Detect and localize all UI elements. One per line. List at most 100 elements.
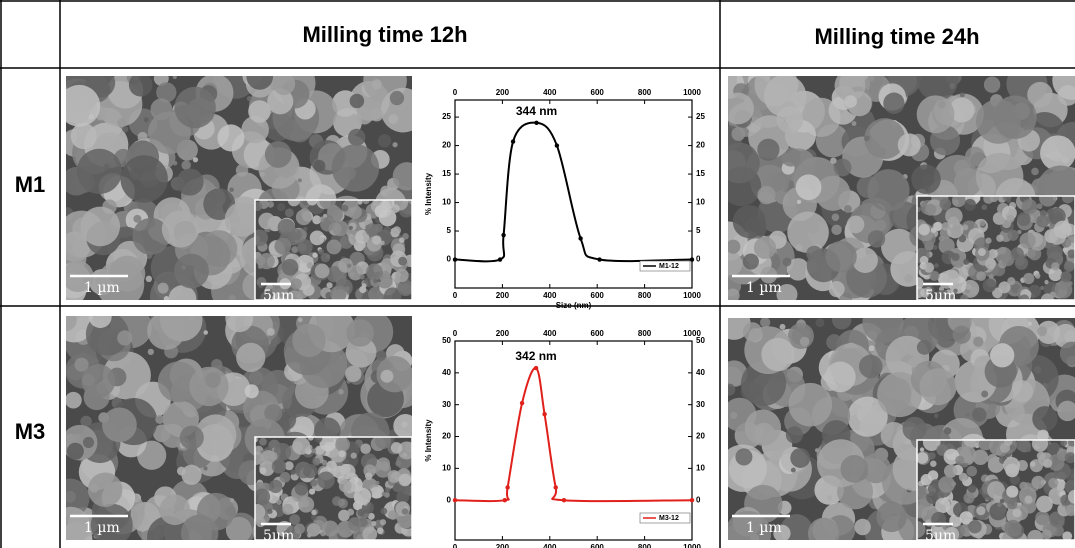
sem-particle [1031, 294, 1035, 298]
sem-particle [338, 450, 345, 457]
sem-particle [723, 384, 735, 396]
sem-particle [339, 480, 352, 493]
sem-particle [984, 77, 1000, 93]
sem-particle [246, 63, 273, 90]
sem-particle [160, 495, 191, 526]
x-tick-label: 200 [496, 329, 510, 338]
sem-particle [335, 437, 350, 452]
sem-particle [832, 310, 851, 329]
sem-particle [816, 318, 825, 327]
sem-particle [230, 498, 234, 502]
y-tick-label: 40 [696, 368, 705, 377]
data-point [520, 401, 524, 405]
y-axis-label: % Intensity [424, 419, 433, 462]
y-tick-label: 40 [442, 368, 451, 377]
sem-particle [934, 263, 938, 267]
sem-particle [365, 472, 372, 479]
sem-particle [968, 484, 977, 493]
y-tick-label: 10 [696, 463, 705, 472]
sem-particle [83, 437, 94, 448]
sem-particle [1044, 280, 1048, 284]
sem-particle [997, 503, 1002, 508]
sem-particle [1036, 215, 1049, 228]
sem-particle [960, 294, 968, 302]
sem-particle [1022, 199, 1037, 214]
data-point [542, 412, 546, 416]
sem-particle [391, 442, 403, 454]
sem-particle [177, 467, 186, 476]
sem-particle [1043, 459, 1052, 468]
sem-particle [903, 417, 927, 441]
sem-particle [380, 370, 393, 383]
sem-particle [326, 461, 337, 472]
sem-particle [65, 392, 82, 409]
sem-particle [392, 142, 397, 147]
sem-particle [291, 229, 303, 241]
sem-particle [1050, 292, 1056, 298]
sem-particle [827, 495, 833, 501]
sem-particle [1032, 476, 1045, 489]
data-point [534, 121, 538, 125]
sem-particle [1028, 322, 1032, 326]
sem-particle [911, 164, 941, 194]
sem-particle [1007, 230, 1018, 241]
sem-particle [55, 310, 77, 332]
data-point [690, 498, 694, 502]
sem-particle [229, 187, 234, 192]
y-tick-label: 10 [442, 198, 451, 207]
scale-label: 5µm [263, 288, 294, 304]
sem-particle [973, 337, 983, 347]
sem-particle [754, 237, 776, 259]
sem-particle [88, 472, 122, 506]
sem-particle [1027, 530, 1043, 546]
sem-particle [155, 415, 164, 424]
sem-particle [148, 349, 154, 355]
data-point [578, 236, 582, 240]
sem-particle [297, 239, 313, 255]
x-tick-label: 200 [496, 291, 510, 300]
sem-particle [944, 465, 957, 478]
sem-particle [345, 366, 361, 382]
sem-particle [303, 464, 317, 478]
sem-particle [869, 345, 875, 351]
sem-particle [1040, 135, 1075, 170]
scale-label: 5µm [263, 528, 294, 544]
sem-particle [168, 285, 196, 313]
data-point [505, 485, 509, 489]
sem-particle [390, 91, 404, 105]
sem-particle [1051, 262, 1059, 270]
data-point [690, 257, 694, 261]
sem-particle [1048, 478, 1058, 488]
sem-particle [320, 531, 326, 537]
y-tick-label: 0 [447, 255, 452, 264]
sem-particle [945, 207, 963, 225]
sem-particle [968, 520, 981, 533]
sem-particle [360, 443, 371, 454]
sem-particle [393, 162, 421, 190]
data-point [498, 257, 502, 261]
data-point [562, 498, 566, 502]
sem-particle [365, 223, 378, 236]
sem-particle [864, 136, 870, 142]
sem-particle [236, 343, 265, 372]
peak-annotation: 342 nm [515, 349, 556, 363]
sem-particle [376, 350, 387, 361]
sem-particle [791, 468, 796, 473]
sem-particle [963, 259, 969, 265]
y-tick-label: 15 [442, 169, 451, 178]
sem-particle [282, 259, 299, 276]
sem-particle [964, 199, 976, 211]
x-axis-label: Size (nm) [556, 301, 592, 310]
x-tick-label: 600 [591, 543, 605, 548]
sem-particle [925, 204, 937, 216]
sem-particle [150, 98, 172, 120]
sem-particle [788, 323, 814, 349]
sem-particle [898, 133, 921, 156]
sem-particle [133, 215, 141, 223]
sem-particle [917, 95, 955, 133]
sem-particle [985, 238, 991, 244]
sem-particle [1030, 461, 1036, 467]
sem-particle [274, 238, 291, 255]
scale-label: 1 µm [84, 280, 120, 296]
x-tick-label: 1000 [683, 543, 701, 548]
